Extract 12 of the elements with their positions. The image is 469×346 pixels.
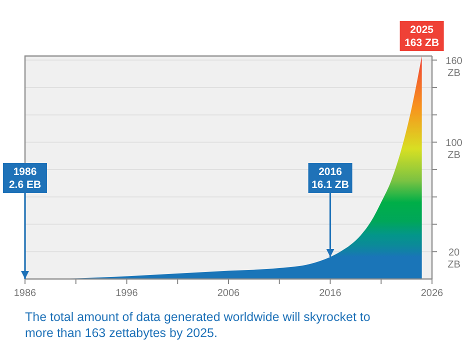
y-tick-label: 160 ZB [446,56,463,80]
text: The total amount of data generated worldwide will skyrocket to more than 163 zettabytes by 2025. [25,310,370,340]
x-tick-label: 1996 [116,288,138,299]
annotation: 2016 16.1 ZB [312,166,350,191]
x-tick-label: 2016 [319,288,342,299]
annotation: 2025 163 ZB [404,24,440,49]
x-tick-label: 1986 [14,288,37,299]
annotation: 1986 2.6 EB [8,166,42,191]
y-tick-label: 100 ZB [446,138,463,162]
x-tick-label: 2006 [217,288,240,299]
y-tick-label: 20 ZB [448,248,461,271]
x-tick-label: 2026 [420,288,444,299]
